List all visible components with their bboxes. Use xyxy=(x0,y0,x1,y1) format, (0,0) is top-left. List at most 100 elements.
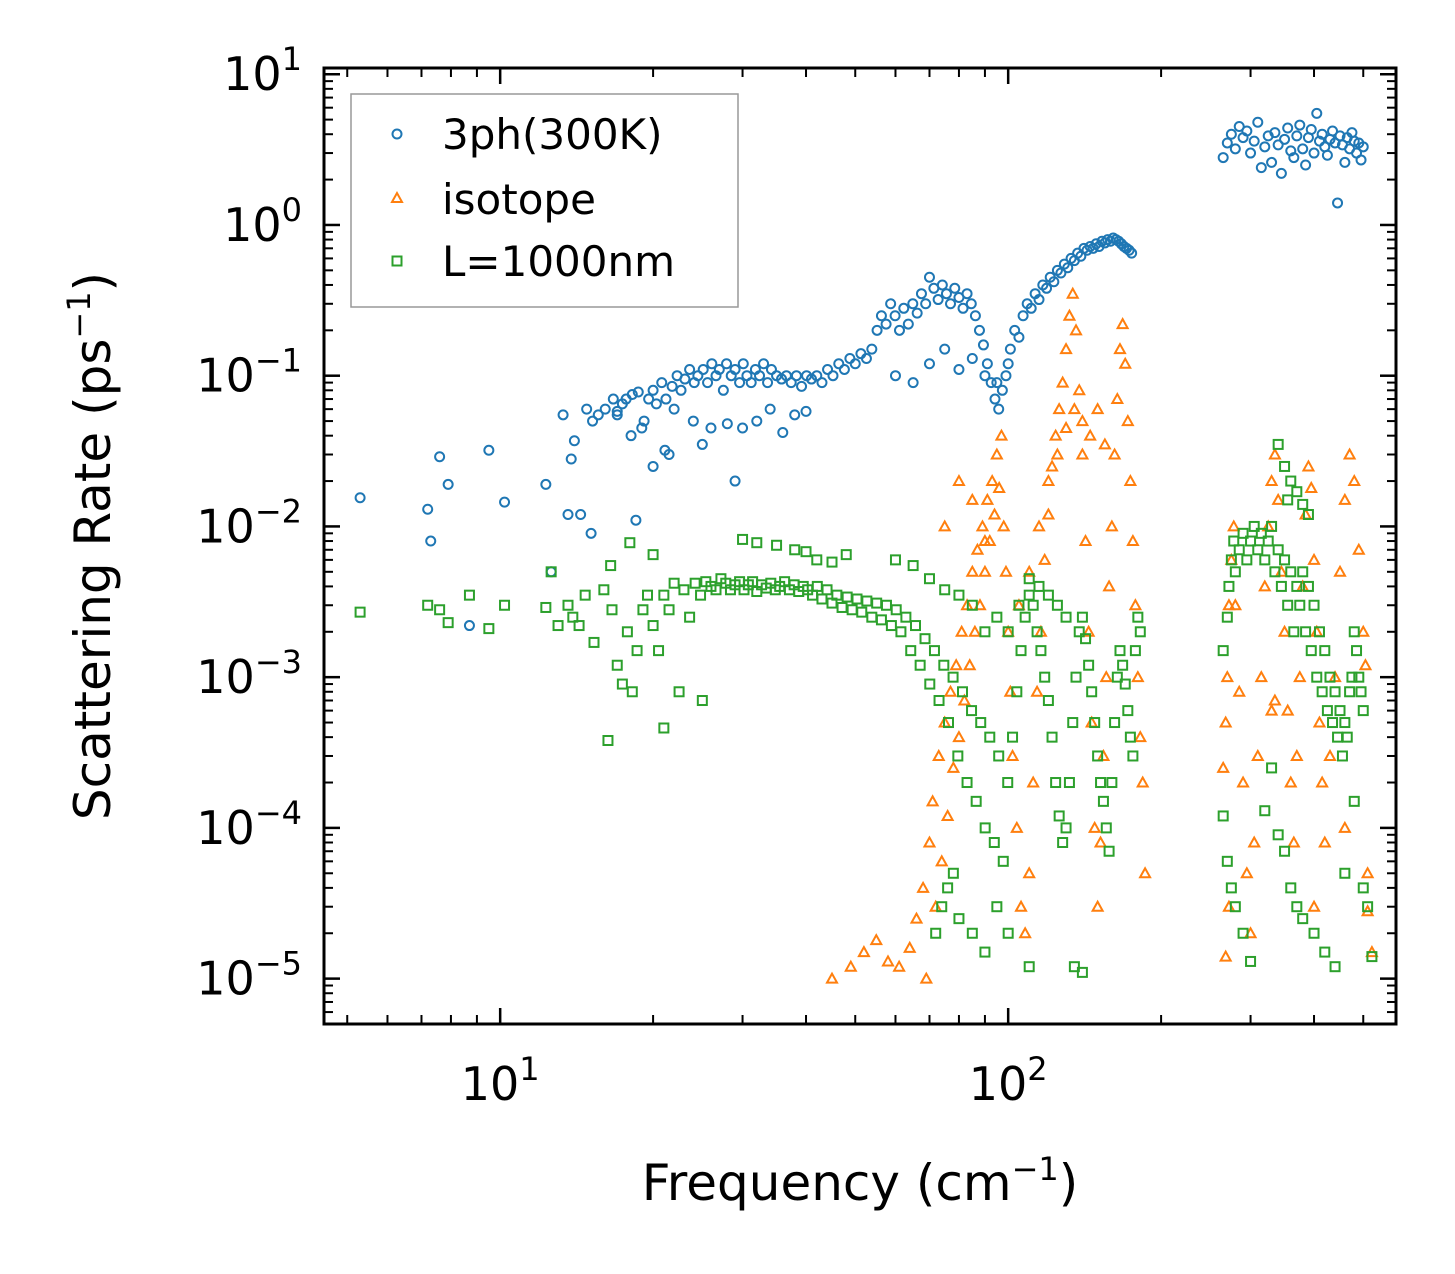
data-point-l1000nm xyxy=(1285,475,1297,487)
data-point-l1000nm xyxy=(1063,777,1075,789)
data-point-isotope xyxy=(1059,420,1073,433)
data-point-3ph xyxy=(425,535,437,547)
data-point-isotope xyxy=(1222,598,1236,611)
data-point-3ph xyxy=(656,377,668,389)
data-point-3ph xyxy=(729,475,741,487)
data-point-l1000nm xyxy=(1279,554,1291,566)
data-point-isotope xyxy=(1052,402,1066,415)
data-point-l1000nm xyxy=(663,604,675,616)
data-point-isotope xyxy=(1096,748,1111,761)
data-point-isotope xyxy=(980,492,995,505)
data-point-l1000nm xyxy=(1332,731,1344,743)
y-tick-label: 101 xyxy=(223,40,302,101)
data-point-isotope xyxy=(1352,542,1366,555)
data-point-isotope xyxy=(965,492,980,505)
data-point-l1000nm xyxy=(422,599,434,611)
data-point-l1000nm xyxy=(1225,882,1237,894)
data-point-l1000nm xyxy=(895,626,907,638)
data-point-isotope xyxy=(978,564,992,577)
data-point-isotope xyxy=(1030,684,1044,697)
data-point-l1000nm xyxy=(483,623,495,635)
data-point-3ph xyxy=(1269,127,1281,139)
data-point-l1000nm xyxy=(1272,438,1284,450)
data-point-3ph xyxy=(354,492,366,504)
data-point-3ph xyxy=(626,389,638,401)
data-point-isotope xyxy=(1232,684,1246,697)
data-point-l1000nm xyxy=(1319,645,1331,657)
data-point-isotope xyxy=(970,542,985,555)
data-point-l1000nm xyxy=(1042,695,1054,707)
data-point-l1000nm xyxy=(1362,901,1374,913)
data-point-l1000nm xyxy=(1353,671,1365,683)
data-point-l1000nm xyxy=(856,606,868,618)
data-point-l1000nm xyxy=(647,549,659,561)
data-point-l1000nm xyxy=(1266,762,1278,774)
data-point-3ph xyxy=(981,358,993,370)
data-point-l1000nm xyxy=(1027,599,1039,611)
data-point-l1000nm xyxy=(938,659,950,671)
data-point-l1000nm xyxy=(1346,671,1358,683)
data-point-l1000nm xyxy=(606,604,618,616)
data-point-isotope xyxy=(1268,447,1282,460)
data-point-isotope xyxy=(1078,533,1093,547)
data-point-3ph xyxy=(1357,141,1369,153)
data-point-l1000nm xyxy=(930,927,942,939)
data-point-l1000nm xyxy=(966,599,978,611)
data-point-3ph xyxy=(717,384,729,396)
data-point-isotope xyxy=(1110,391,1125,405)
data-point-l1000nm xyxy=(1217,645,1229,657)
data-point-isotope xyxy=(994,428,1009,441)
data-point-isotope xyxy=(1301,459,1316,472)
data-point-isotope xyxy=(1107,447,1122,460)
data-point-3ph xyxy=(729,363,741,375)
data-point-isotope xyxy=(1227,519,1241,532)
data-point-isotope xyxy=(1113,342,1127,355)
data-point-isotope xyxy=(1048,428,1063,441)
data-point-l1000nm xyxy=(942,717,954,729)
data-point-3ph xyxy=(1311,107,1323,119)
data-point-isotope xyxy=(985,473,999,487)
data-point-3ph xyxy=(953,363,965,375)
data-point-3ph xyxy=(737,358,749,370)
data-point-3ph xyxy=(833,358,845,370)
data-point-l1000nm xyxy=(1282,599,1294,611)
data-point-l1000nm xyxy=(966,705,978,717)
data-point-l1000nm xyxy=(942,882,954,894)
data-point-3ph xyxy=(587,415,599,427)
data-point-l1000nm xyxy=(947,671,959,683)
data-point-l1000nm xyxy=(875,614,887,626)
data-point-l1000nm xyxy=(1348,795,1360,807)
data-point-l1000nm xyxy=(1109,717,1121,729)
y-tick-label: 10−2 xyxy=(196,492,302,553)
data-point-3ph xyxy=(1033,294,1045,306)
data-point-isotope xyxy=(1323,748,1337,761)
data-point-l1000nm xyxy=(1355,686,1367,698)
data-point-3ph xyxy=(632,386,644,398)
data-point-3ph xyxy=(1291,130,1303,142)
data-point-isotope xyxy=(1121,414,1135,427)
data-point-isotope xyxy=(1271,492,1285,505)
data-point-3ph xyxy=(702,377,714,389)
data-point-l1000nm xyxy=(1237,927,1249,939)
data-point-l1000nm xyxy=(907,560,919,572)
data-point-isotope xyxy=(1258,579,1272,592)
data-point-isotope xyxy=(1055,375,1070,388)
data-point-3ph xyxy=(751,415,763,427)
data-point-3ph xyxy=(675,384,687,396)
data-point-l1000nm xyxy=(616,678,628,690)
data-point-isotope xyxy=(1264,703,1279,716)
data-point-l1000nm xyxy=(919,633,931,645)
data-point-l1000nm xyxy=(678,584,690,596)
data-point-l1000nm xyxy=(751,537,763,549)
data-point-isotope xyxy=(825,971,839,984)
data-point-l1000nm xyxy=(1327,717,1339,729)
data-point-l1000nm xyxy=(626,686,638,698)
data-point-3ph xyxy=(745,377,757,389)
data-point-l1000nm xyxy=(631,645,643,657)
data-point-l1000nm xyxy=(695,589,707,601)
data-point-l1000nm xyxy=(771,539,783,551)
data-point-3ph xyxy=(636,422,648,434)
data-point-l1000nm xyxy=(1366,951,1378,963)
data-point-3ph xyxy=(993,403,1005,415)
data-point-isotope xyxy=(1105,519,1119,532)
